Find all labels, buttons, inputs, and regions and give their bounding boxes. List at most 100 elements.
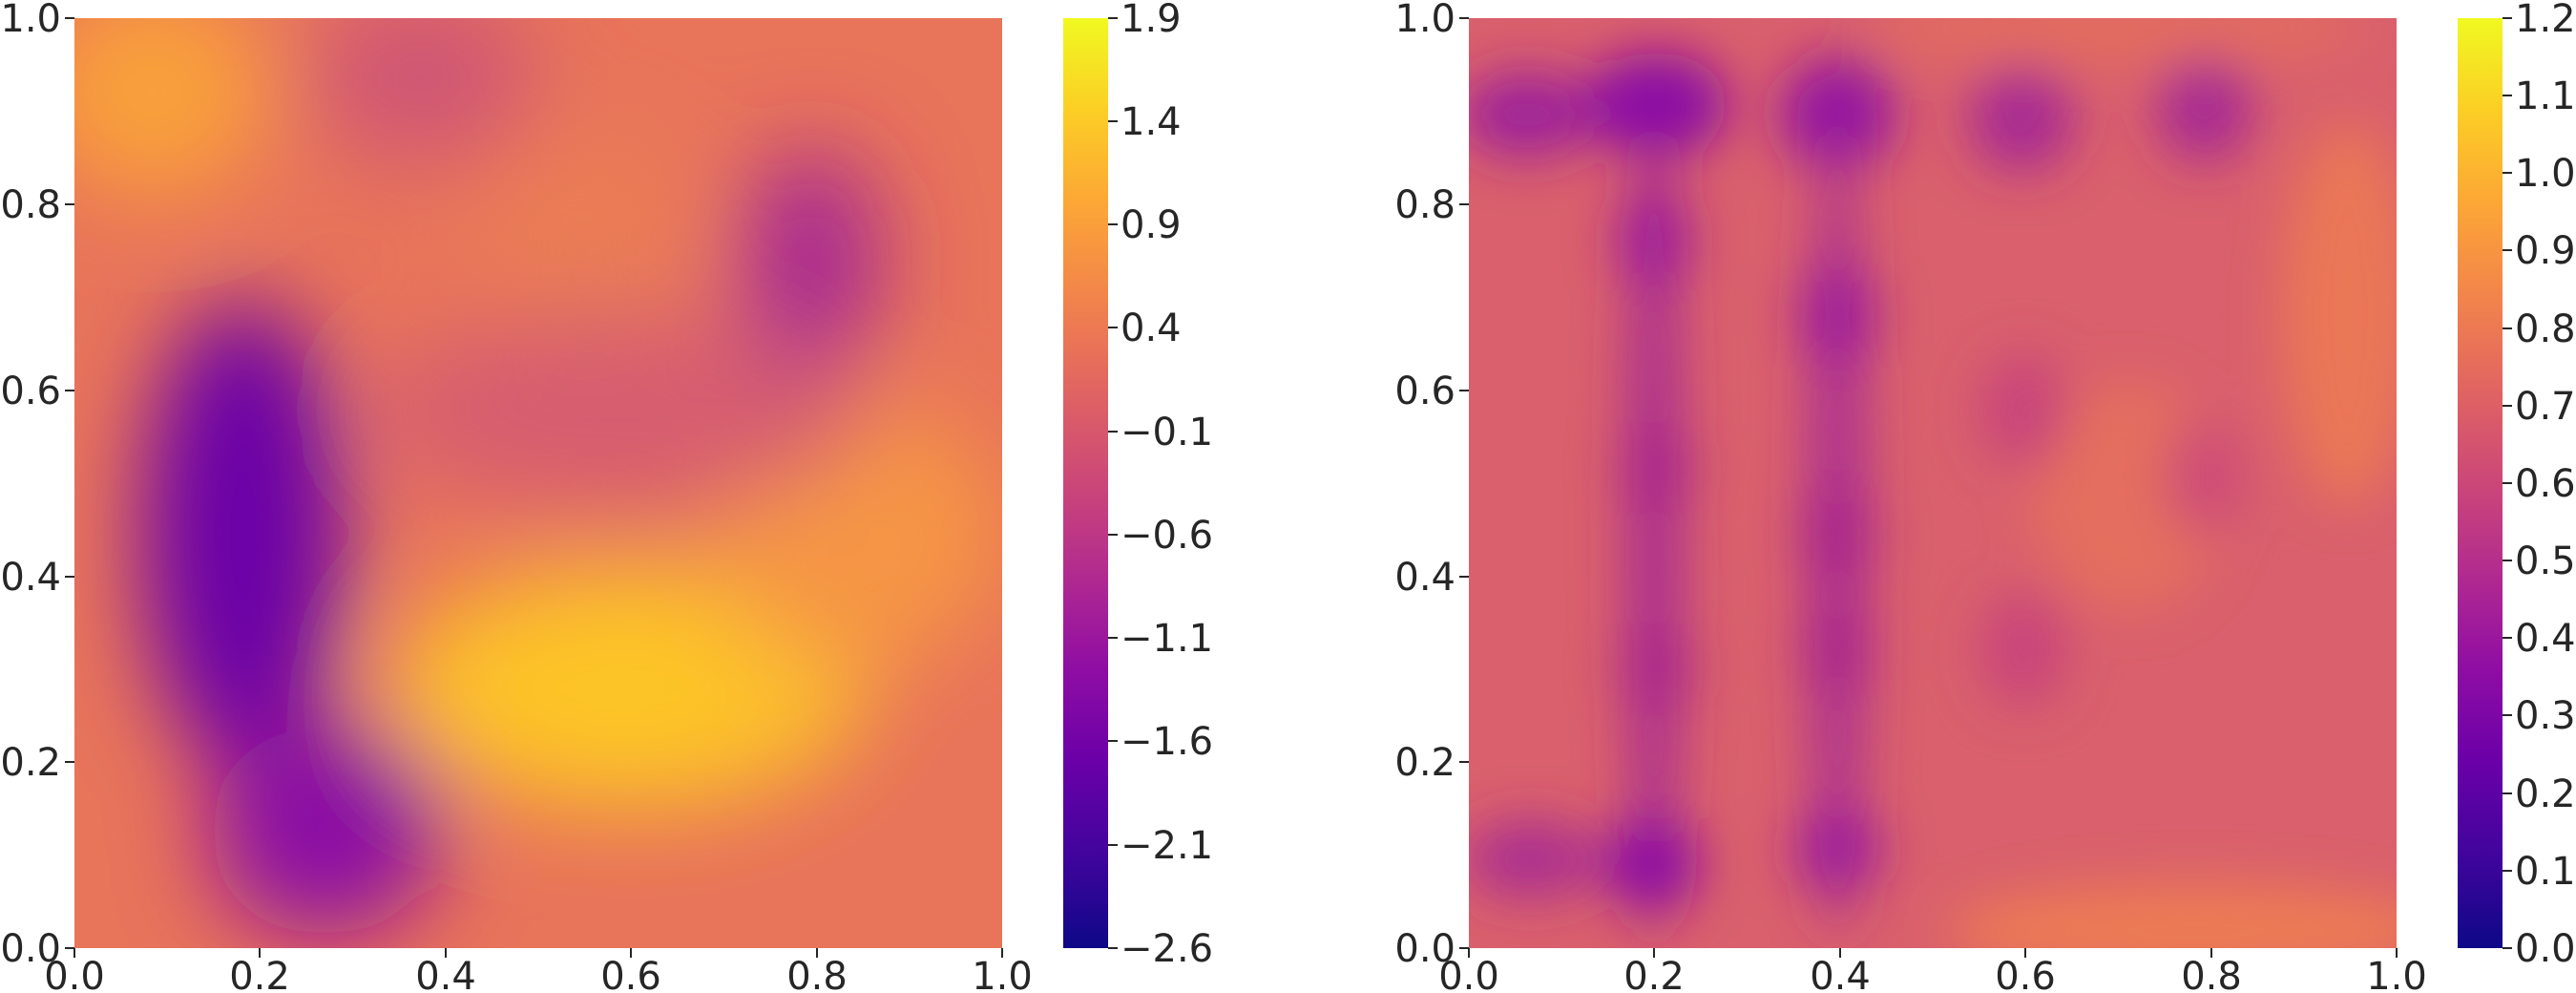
field-orange-mid bbox=[477, 134, 687, 344]
cbar-tick-right-10: 0.2 bbox=[2503, 772, 2576, 816]
field-spot-r1c1 bbox=[1584, 53, 1728, 158]
colorbar-right-gradient bbox=[2458, 18, 2503, 948]
cbar-tick-left-0: 1.9 bbox=[1108, 0, 1182, 41]
y-tick-left-5: 1.0 bbox=[0, 0, 74, 41]
field-spot-x02-05 bbox=[1620, 420, 1692, 516]
y-tick-right-5: 1.0 bbox=[1394, 0, 1469, 41]
cbar-tick-right-5: 0.7 bbox=[2503, 385, 2576, 429]
field-band-top-left bbox=[1469, 72, 1594, 158]
x-tick-label: 0.2 bbox=[229, 955, 290, 993]
y-tick-right-0: 0.0 bbox=[1394, 927, 1469, 971]
cbar-tick-left-1: 1.4 bbox=[1108, 100, 1182, 144]
field-spot-bottom-x04 bbox=[1794, 807, 1880, 893]
cbar-tick-label: 0.3 bbox=[2515, 694, 2576, 738]
x-tick-label: 0.0 bbox=[44, 955, 105, 993]
field-spot-r1c3 bbox=[1969, 67, 2074, 172]
y-tick-left-2: 0.4 bbox=[0, 556, 74, 600]
chart-left: 0.0 0.2 0.4 0.6 0.8 1.0 0.0 0.2 0.4 0.6 … bbox=[0, 0, 1213, 993]
y-tick-label: 0.4 bbox=[0, 556, 61, 600]
x-tick-left-0: 0.0 bbox=[44, 948, 105, 993]
x-tick-left-2: 0.4 bbox=[415, 948, 476, 993]
cbar-tick-right-4: 0.8 bbox=[2503, 307, 2576, 351]
y-tick-label: 0.2 bbox=[1394, 741, 1456, 785]
y-tick-left-4: 0.8 bbox=[0, 183, 74, 227]
field-spot-x04-05 bbox=[1799, 482, 1875, 587]
field-spot-r1c4 bbox=[2157, 57, 2252, 162]
chart-right: 0.0 0.2 0.4 0.6 0.8 1.0 0.0 0.2 0.4 0.6 … bbox=[1394, 0, 2575, 993]
heatmap-left bbox=[74, 18, 1002, 948]
y-tick-label: 0.6 bbox=[1394, 370, 1456, 413]
heatmap-right bbox=[1469, 18, 2397, 948]
cbar-tick-label: 0.9 bbox=[1120, 203, 1182, 247]
field-band-bottom-left bbox=[1469, 821, 1599, 898]
y-tick-left-3: 0.6 bbox=[0, 370, 74, 413]
field-spot-r1c2 bbox=[1780, 57, 1895, 172]
cbar-tick-label: 1.9 bbox=[1120, 0, 1182, 41]
y-tick-label: 0.0 bbox=[0, 927, 61, 971]
x-tick-label: 0.8 bbox=[2181, 955, 2242, 993]
cbar-tick-label: −0.6 bbox=[1120, 514, 1213, 558]
x-axis-left: 0.0 0.2 0.4 0.6 0.8 1.0 bbox=[44, 948, 1033, 993]
y-tick-label: 0.8 bbox=[1394, 183, 1456, 227]
y-tick-right-3: 0.6 bbox=[1394, 370, 1469, 413]
x-tick-right-5: 1.0 bbox=[2366, 948, 2427, 993]
cbar-tick-right-12: 0.0 bbox=[2503, 927, 2576, 971]
field-orange-bottom bbox=[1947, 883, 2397, 948]
y-tick-left-0: 0.0 bbox=[0, 927, 74, 971]
cbar-tick-right-11: 0.1 bbox=[2503, 850, 2576, 894]
x-axis-right: 0.0 0.2 0.4 0.6 0.8 1.0 bbox=[1438, 948, 2427, 993]
y-axis-left: 0.0 0.2 0.4 0.6 0.8 1.0 bbox=[0, 0, 74, 971]
x-tick-right-3: 0.6 bbox=[1995, 948, 2056, 993]
x-tick-label: 0.2 bbox=[1623, 955, 1685, 993]
cbar-tick-label: −1.1 bbox=[1120, 617, 1213, 661]
field-peak-yellow-core bbox=[506, 625, 735, 759]
cbar-tick-right-7: 0.5 bbox=[2503, 539, 2576, 583]
x-tick-label: 1.0 bbox=[972, 955, 1033, 993]
field-trough-left-bottom bbox=[210, 726, 439, 936]
field-spot-bottom-x02 bbox=[1603, 816, 1699, 912]
x-tick-label: 0.8 bbox=[786, 955, 848, 993]
x-tick-label: 0.6 bbox=[600, 955, 661, 993]
cbar-tick-right-1: 1.1 bbox=[2503, 74, 2576, 118]
y-tick-right-4: 0.8 bbox=[1394, 183, 1469, 227]
cbar-tick-left-8: −2.1 bbox=[1108, 824, 1213, 868]
cbar-tick-label: 0.0 bbox=[2515, 927, 2576, 971]
cbar-tick-label: 0.6 bbox=[2515, 462, 2576, 506]
field-spot-x06-03 bbox=[1980, 592, 2066, 707]
cbar-tick-left-6: −1.1 bbox=[1108, 617, 1213, 661]
cbar-tick-label: 0.7 bbox=[2515, 385, 2576, 429]
cbar-tick-label: −2.1 bbox=[1120, 824, 1213, 868]
y-tick-label: 0.2 bbox=[0, 741, 61, 785]
colorbar-left: 1.9 1.4 0.9 0.4 −0.1 −0.6 −1.1 −1.6 −2.1… bbox=[1063, 0, 1213, 971]
y-tick-label: 0.4 bbox=[1394, 556, 1456, 600]
x-tick-left-5: 1.0 bbox=[972, 948, 1033, 993]
cbar-tick-left-2: 0.9 bbox=[1108, 203, 1182, 247]
y-tick-label: 0.0 bbox=[1394, 927, 1456, 971]
x-tick-right-0: 0.0 bbox=[1438, 948, 1499, 993]
x-tick-left-4: 0.8 bbox=[786, 948, 848, 993]
cbar-tick-label: 0.5 bbox=[2515, 539, 2576, 583]
field-column-x02 bbox=[1625, 134, 1683, 936]
x-tick-label: 0.0 bbox=[1438, 955, 1499, 993]
y-tick-label: 1.0 bbox=[0, 0, 61, 41]
field-spot-x06-06 bbox=[1980, 353, 2066, 468]
cbar-tick-label: 1.4 bbox=[1120, 100, 1182, 144]
cbar-tick-left-5: −0.6 bbox=[1108, 514, 1213, 558]
cbar-tick-label: 1.2 bbox=[2515, 0, 2576, 41]
cbar-tick-label: 1.1 bbox=[2515, 74, 2576, 118]
y-tick-label: 0.6 bbox=[0, 370, 61, 413]
field-orange-top bbox=[1871, 18, 2367, 62]
field-pink-mid bbox=[372, 315, 869, 506]
cbar-tick-left-7: −1.6 bbox=[1108, 720, 1213, 764]
heatmap-right-base bbox=[1469, 18, 2397, 948]
x-tick-label: 0.4 bbox=[1810, 955, 1871, 993]
x-tick-left-1: 0.2 bbox=[229, 948, 290, 993]
cbar-tick-label: 0.2 bbox=[2515, 772, 2576, 816]
colorbar-left-gradient bbox=[1063, 18, 1108, 948]
cbar-tick-label: 0.9 bbox=[2515, 229, 2576, 273]
y-tick-label: 1.0 bbox=[1394, 0, 1456, 41]
field-spot-x04-03 bbox=[1801, 602, 1874, 697]
field-spot-x04-07 bbox=[1799, 263, 1875, 368]
y-tick-right-2: 0.4 bbox=[1394, 556, 1469, 600]
